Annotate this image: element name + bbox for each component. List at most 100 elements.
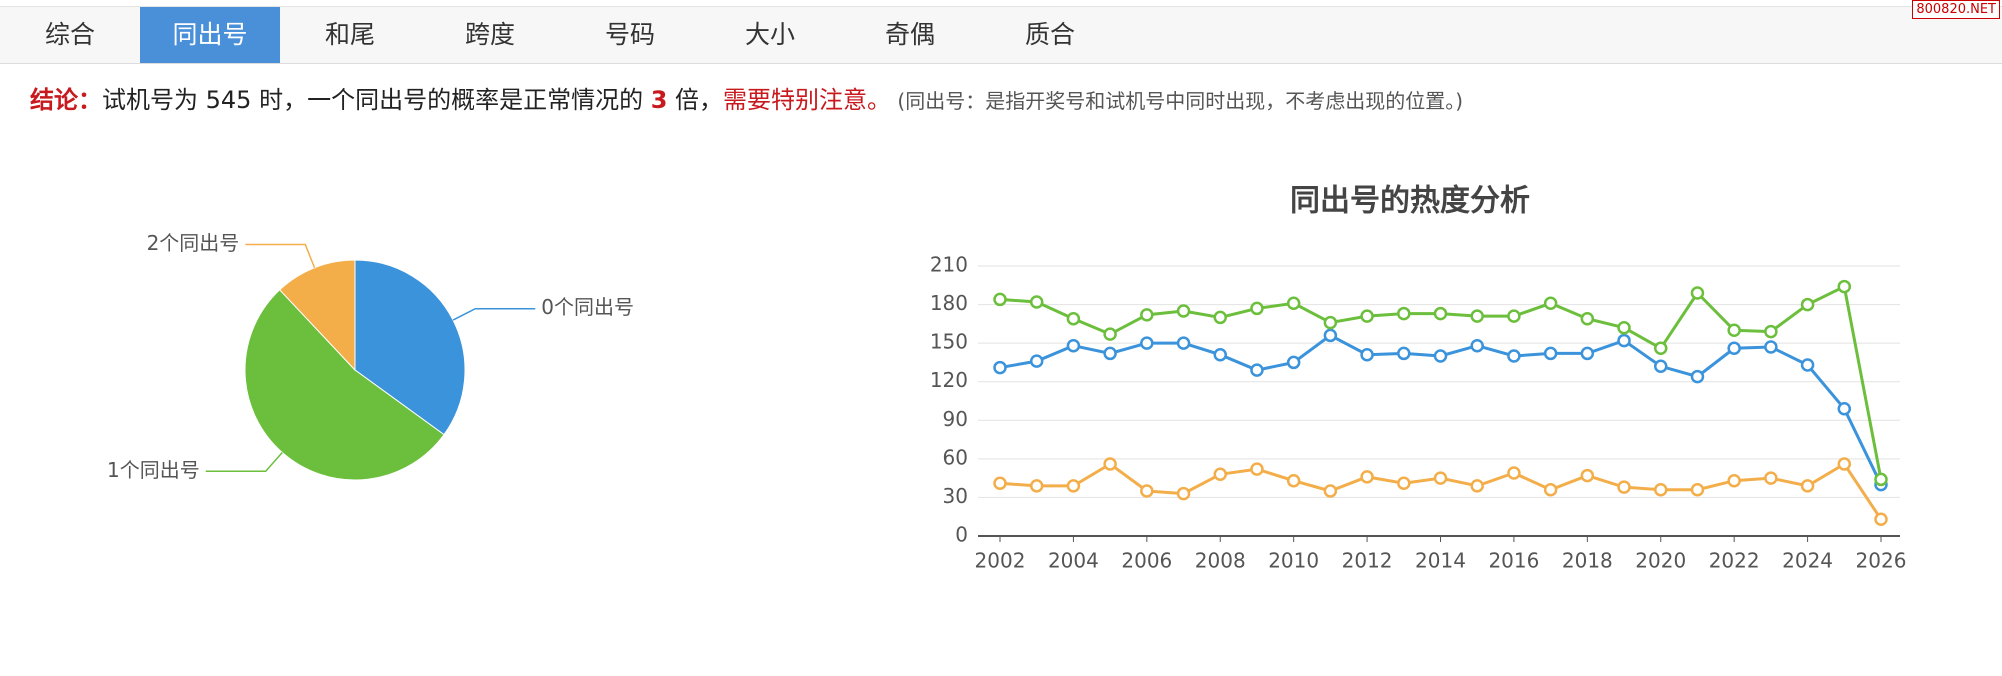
point — [1176, 304, 1191, 318]
pie-label: 1个同出号 — [107, 458, 200, 482]
pie-label: 0个同出号 — [541, 295, 634, 319]
point — [1286, 355, 1301, 370]
x-tick-label: 2016 — [1488, 549, 1539, 573]
point — [1617, 320, 1631, 335]
conclusion-label: 结论： — [30, 86, 102, 114]
point — [1103, 327, 1117, 341]
point — [1250, 301, 1264, 316]
point — [1874, 472, 1888, 487]
tab[interactable]: 和尾 — [324, 20, 375, 49]
point — [1654, 482, 1668, 497]
x-tick-label: 2012 — [1342, 549, 1393, 573]
point — [1176, 336, 1191, 350]
point — [993, 360, 1007, 375]
tab[interactable]: 跨度 — [464, 20, 515, 49]
point — [1140, 308, 1154, 322]
point — [1837, 457, 1852, 471]
point — [993, 476, 1007, 491]
point — [1727, 473, 1741, 488]
point — [1323, 484, 1338, 498]
tab[interactable]: 综合 — [44, 20, 95, 49]
point — [1323, 315, 1338, 330]
point — [993, 292, 1007, 307]
pie-slice — [354, 259, 466, 436]
point — [1397, 306, 1411, 321]
tab-bar: 综合 同出号 和尾 跨度 号码 大小 奇偶 质合 — [0, 6, 2002, 64]
point — [1066, 311, 1081, 326]
y-tick-label: 90 — [943, 407, 968, 431]
point — [1433, 306, 1448, 321]
y-tick-label: 180 — [930, 291, 968, 315]
point — [1654, 341, 1668, 356]
conclusion-warning: 需要特别注意。 — [723, 86, 892, 114]
point — [1397, 346, 1411, 361]
tab[interactable]: 质合 — [1024, 20, 1075, 49]
point — [1103, 457, 1117, 471]
watermark: 800820.NET — [1912, 0, 2000, 19]
x-tick-label: 2008 — [1195, 549, 1246, 573]
point — [1507, 309, 1521, 323]
point — [1580, 346, 1595, 361]
point — [1286, 296, 1301, 311]
x-tick-label: 2014 — [1415, 549, 1466, 573]
point — [1800, 297, 1815, 312]
point — [1617, 480, 1631, 494]
point — [1103, 346, 1117, 361]
point — [1213, 347, 1227, 362]
point — [1800, 479, 1815, 493]
y-tick-label: 60 — [943, 445, 968, 469]
point — [1690, 286, 1705, 300]
point — [1470, 479, 1484, 493]
point — [1250, 363, 1264, 377]
tab[interactable]: 同出号 — [140, 7, 280, 63]
point — [1507, 349, 1521, 363]
tab[interactable]: 号码 — [604, 20, 655, 49]
y-tick-label: 120 — [930, 368, 968, 392]
leader-line — [452, 307, 536, 321]
pie-slice — [244, 289, 445, 481]
point — [1727, 341, 1741, 356]
point — [1764, 340, 1778, 354]
point — [1029, 479, 1044, 493]
point — [1837, 279, 1852, 294]
x-tick-label: 2020 — [1635, 549, 1686, 573]
conclusion-number: 3 — [650, 86, 668, 114]
point — [1140, 336, 1154, 350]
x-tick-label: 2022 — [1709, 549, 1760, 573]
point — [1690, 369, 1705, 384]
y-tick-label: 210 — [930, 253, 968, 277]
tab[interactable]: 大小 — [744, 20, 795, 49]
point — [1140, 484, 1154, 498]
point — [1250, 462, 1264, 476]
point — [1213, 467, 1227, 482]
point — [1360, 347, 1374, 362]
conclusion: 结论：试机号为 545 时，一个同出号的概率是正常情况的 3 倍，需要特别注意。… — [30, 80, 1463, 115]
x-tick-label: 2010 — [1268, 549, 1319, 573]
x-tick-label: 2024 — [1782, 549, 1833, 573]
y-tick-label: 150 — [930, 330, 968, 354]
point — [1433, 349, 1448, 363]
x-tick-label: 2004 — [1048, 549, 1099, 573]
tab[interactable]: 奇偶 — [884, 20, 935, 49]
point — [1066, 479, 1081, 493]
point — [1029, 295, 1044, 309]
point — [1727, 323, 1741, 338]
point — [1029, 354, 1044, 368]
y-tick-label: 30 — [943, 484, 968, 508]
point — [1580, 468, 1595, 483]
point — [1066, 338, 1081, 353]
point — [1360, 309, 1374, 323]
point — [1213, 310, 1227, 325]
point — [1690, 482, 1705, 497]
point — [1360, 470, 1374, 484]
x-tick-label: 2002 — [975, 549, 1026, 573]
point — [1654, 359, 1668, 374]
conclusion-note: (同出号：是指开奖号和试机号中同时出现，不考虑出现的位置。) — [891, 89, 1463, 113]
point — [1433, 471, 1448, 485]
point — [1617, 333, 1631, 348]
point — [1837, 401, 1852, 416]
point — [1764, 471, 1778, 485]
pie-label: 2个同出号 — [147, 231, 240, 255]
